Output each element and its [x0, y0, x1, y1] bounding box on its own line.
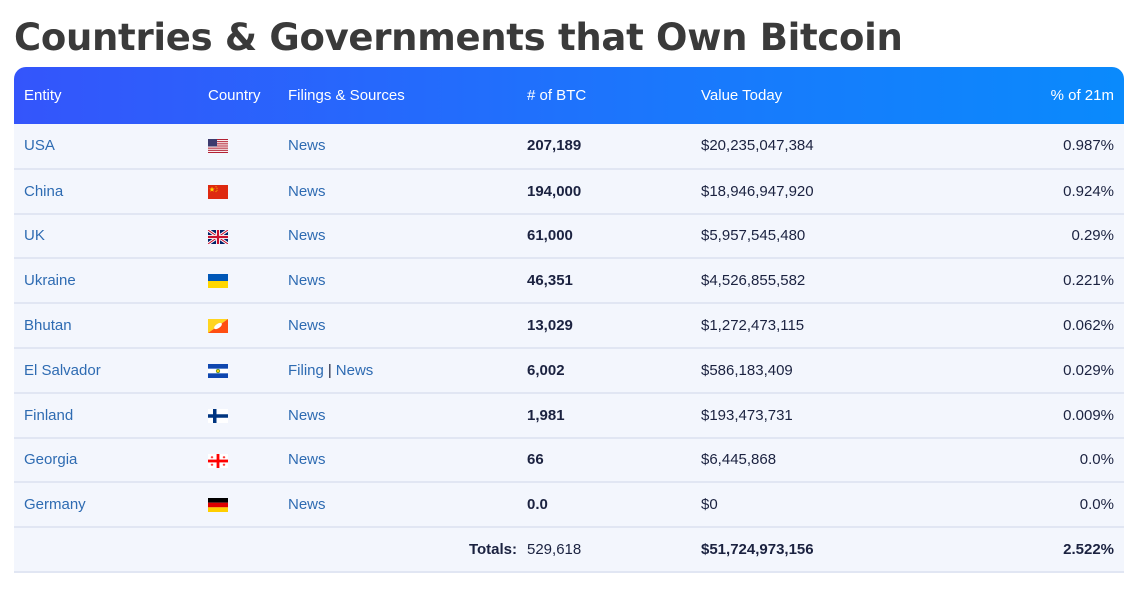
- table-header-row: Entity Country Filings & Sources # of BT…: [14, 67, 1124, 124]
- totals-spacer: [14, 527, 198, 573]
- news-link[interactable]: News: [288, 272, 326, 290]
- news-link[interactable]: News: [288, 182, 326, 200]
- value-today: $0: [691, 482, 945, 529]
- table-row: China News 194,000 $18,946,947,920 0.924…: [14, 168, 1124, 215]
- header-country[interactable]: Country: [208, 87, 261, 104]
- entity-link[interactable]: UK: [24, 227, 45, 245]
- table-row: Bhutan News 13,029 $1,272,473,115 0.062%: [14, 303, 1124, 349]
- entity-link[interactable]: Bhutan: [24, 317, 72, 335]
- news-link[interactable]: News: [288, 227, 326, 245]
- percent-of-21m: 0.924%: [945, 168, 1124, 215]
- entity-link[interactable]: Georgia: [24, 451, 78, 469]
- btc-count: 1,981: [517, 392, 691, 439]
- header-entity[interactable]: Entity: [24, 87, 62, 104]
- percent-of-21m: 0.987%: [945, 124, 1124, 170]
- news-link[interactable]: News: [288, 451, 326, 469]
- table-header: Entity Country Filings & Sources # of BT…: [14, 67, 1124, 124]
- btc-count: 46,351: [517, 258, 691, 305]
- el-salvador-flag-icon: [208, 363, 228, 378]
- value-today: $6,445,868: [691, 437, 945, 484]
- table-row: Finland News 1,981 $193,473,731 0.009%: [14, 392, 1124, 439]
- entity-link[interactable]: Germany: [24, 496, 86, 514]
- btc-count: 61,000: [517, 213, 691, 260]
- news-link[interactable]: News: [288, 406, 326, 424]
- value-today: $5,957,545,480: [691, 213, 945, 260]
- entity-link[interactable]: Ukraine: [24, 272, 76, 290]
- news-link[interactable]: News: [288, 317, 326, 335]
- news-link[interactable]: News: [335, 361, 374, 379]
- news-link[interactable]: News: [288, 137, 326, 155]
- percent-of-21m: 0.029%: [945, 347, 1124, 394]
- percent-of-21m: 0.009%: [945, 392, 1124, 439]
- page-title: Countries & Governments that Own Bitcoin: [14, 16, 903, 59]
- bitcoin-holdings-table-container: Entity Country Filings & Sources # of BT…: [14, 67, 1124, 573]
- btc-count: 66: [517, 437, 691, 484]
- entity-link[interactable]: USA: [24, 137, 55, 155]
- btc-count: 207,189: [517, 124, 691, 170]
- finland-flag-icon: [208, 408, 228, 423]
- percent-of-21m: 0.0%: [945, 482, 1124, 529]
- filing-link[interactable]: Filing: [288, 361, 324, 379]
- ukraine-flag-icon: [208, 274, 228, 289]
- header-percent-of-21m[interactable]: % of 21m: [1050, 87, 1114, 104]
- header-btc-count[interactable]: # of BTC: [527, 87, 587, 104]
- btc-count: 0.0: [517, 482, 691, 529]
- header-filings-sources[interactable]: Filings & Sources: [288, 87, 405, 104]
- table-row: UK News 61,000 $5,957,545,480 0.29%: [14, 213, 1124, 260]
- value-today: $1,272,473,115: [691, 303, 945, 349]
- totals-value: $51,724,973,156: [691, 527, 945, 573]
- totals-btc: 529,618: [517, 527, 691, 573]
- table-body: USA News 207,189 $20,235,047: [14, 124, 1124, 573]
- table-row: Georgia News: [14, 437, 1124, 484]
- entity-link[interactable]: El Salvador: [24, 361, 101, 379]
- us-flag-icon: [208, 139, 228, 154]
- percent-of-21m: 0.0%: [945, 437, 1124, 484]
- btc-count: 6,002: [517, 347, 691, 394]
- value-today: $20,235,047,384: [691, 124, 945, 170]
- news-link[interactable]: News: [288, 496, 326, 514]
- table-row: Ukraine News 46,351 $4,526,855,582 0.221…: [14, 258, 1124, 305]
- percent-of-21m: 0.062%: [945, 303, 1124, 349]
- btc-count: 194,000: [517, 168, 691, 215]
- table-row: Germany News 0.0 $0 0.0%: [14, 482, 1124, 529]
- value-today: $193,473,731: [691, 392, 945, 439]
- entity-link[interactable]: Finland: [24, 406, 74, 424]
- totals-row: Totals: 529,618 $51,724,973,156 2.522%: [14, 527, 1124, 573]
- table-row: USA News 207,189 $20,235,047: [14, 124, 1124, 170]
- germany-flag-icon: [208, 498, 228, 513]
- percent-of-21m: 0.221%: [945, 258, 1124, 305]
- source-separator: |: [327, 361, 332, 379]
- btc-count: 13,029: [517, 303, 691, 349]
- header-value-today[interactable]: Value Today: [701, 87, 783, 104]
- totals-percent: 2.522%: [945, 527, 1124, 573]
- china-flag-icon: [208, 184, 228, 199]
- totals-label: Totals:: [198, 527, 517, 573]
- georgia-flag-icon: [208, 453, 228, 468]
- uk-flag-icon: [208, 229, 228, 244]
- value-today: $586,183,409: [691, 347, 945, 394]
- bhutan-flag-icon: [208, 319, 228, 334]
- percent-of-21m: 0.29%: [945, 213, 1124, 260]
- bitcoin-holdings-table: Entity Country Filings & Sources # of BT…: [14, 67, 1124, 573]
- value-today: $4,526,855,582: [691, 258, 945, 305]
- value-today: $18,946,947,920: [691, 168, 945, 215]
- entity-link[interactable]: China: [24, 182, 64, 200]
- table-row: El Salvador Filing | News 6,002 $586,183,4…: [14, 347, 1124, 394]
